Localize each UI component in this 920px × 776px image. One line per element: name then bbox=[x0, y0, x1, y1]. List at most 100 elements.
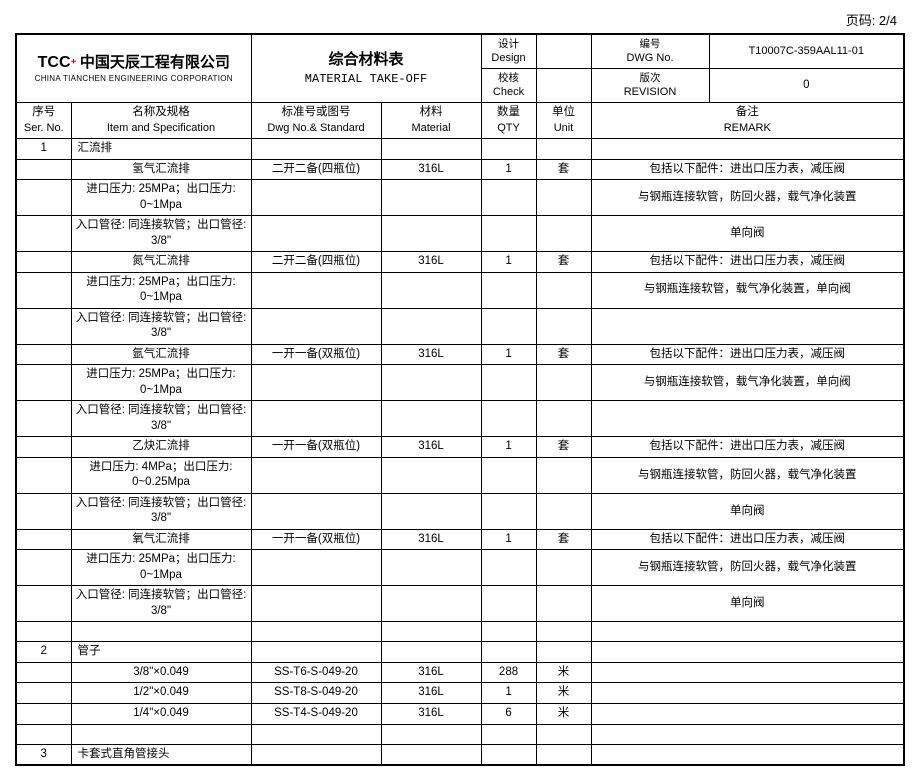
cell-qty bbox=[481, 642, 536, 663]
cell-mat: 316L bbox=[381, 437, 481, 458]
cell-unit bbox=[536, 550, 591, 586]
cell-unit bbox=[536, 401, 591, 437]
cell-rem: 包括以下配件：进出口压力表，减压阀 bbox=[591, 529, 904, 550]
table-row: 氩气汇流排一开一备(双瓶位)316L1套包括以下配件：进出口压力表，减压阀 bbox=[16, 344, 904, 365]
cell-spec: 3/8"×0.049 bbox=[71, 662, 251, 683]
cell-unit bbox=[536, 642, 591, 663]
table-row bbox=[16, 622, 904, 642]
hdr-qty: 数量QTY bbox=[481, 103, 536, 139]
cell-qty bbox=[481, 586, 536, 622]
cell-spec: 卡套式直角管接头 bbox=[71, 744, 251, 765]
cell-dwg: SS-T6-S-049-20 bbox=[251, 662, 381, 683]
design-value bbox=[536, 34, 591, 69]
column-header-row: 序号Ser. No. 名称及规格Item and Specification 标… bbox=[16, 103, 904, 139]
cell-ser bbox=[16, 683, 71, 704]
cell-spec: 进口压力: 25MPa；出口压力: 0~1Mpa bbox=[71, 365, 251, 401]
table-row: 氧气汇流排一开一备(双瓶位)316L1套包括以下配件：进出口压力表，减压阀 bbox=[16, 529, 904, 550]
cell-qty bbox=[481, 272, 536, 308]
cell-qty bbox=[481, 744, 536, 765]
cell-ser bbox=[16, 493, 71, 529]
cell-dwg bbox=[251, 457, 381, 493]
cell-dwg bbox=[251, 642, 381, 663]
cell-dwg: 二开二备(四瓶位) bbox=[251, 159, 381, 180]
design-label: 设计Design bbox=[481, 34, 536, 69]
cell-spec: 氩气汇流排 bbox=[71, 344, 251, 365]
cell-ser bbox=[16, 401, 71, 437]
cell-spec bbox=[71, 724, 251, 744]
cell-qty bbox=[481, 180, 536, 216]
cell-spec: 氢气汇流排 bbox=[71, 159, 251, 180]
cell-ser: 1 bbox=[16, 139, 71, 160]
cell-ser bbox=[16, 529, 71, 550]
cell-mat: 316L bbox=[381, 252, 481, 273]
cell-rem bbox=[591, 642, 904, 663]
cell-spec: 入口管径: 同连接软管；出口管径: 3/8" bbox=[71, 216, 251, 252]
cell-spec: 入口管径: 同连接软管；出口管径: 3/8" bbox=[71, 308, 251, 344]
cell-rem bbox=[591, 744, 904, 765]
cell-ser bbox=[16, 344, 71, 365]
cell-dwg: 一开一备(双瓶位) bbox=[251, 344, 381, 365]
table-row: 3/8"×0.049SS-T6-S-049-20316L288米 bbox=[16, 662, 904, 683]
table-row: 3卡套式直角管接头 bbox=[16, 744, 904, 765]
table-row: 进口压力: 25MPa；出口压力: 0~1Mpa与钢瓶连接软管，防回火器，载气净… bbox=[16, 550, 904, 586]
cell-qty bbox=[481, 457, 536, 493]
cell-mat: 316L bbox=[381, 662, 481, 683]
cell-rem bbox=[591, 703, 904, 724]
cell-ser bbox=[16, 586, 71, 622]
cell-qty bbox=[481, 365, 536, 401]
cell-unit: 套 bbox=[536, 437, 591, 458]
cell-mat bbox=[381, 365, 481, 401]
table-row: 入口管径: 同连接软管；出口管径: 3/8"单向阀 bbox=[16, 216, 904, 252]
cell-ser: 2 bbox=[16, 642, 71, 663]
cell-mat bbox=[381, 622, 481, 642]
cell-ser: 3 bbox=[16, 744, 71, 765]
table-row: 1汇流排 bbox=[16, 139, 904, 160]
hdr-spec: 名称及规格Item and Specification bbox=[71, 103, 251, 139]
hdr-unit: 单位Unit bbox=[536, 103, 591, 139]
cell-ser bbox=[16, 252, 71, 273]
cell-ser bbox=[16, 457, 71, 493]
cell-unit bbox=[536, 216, 591, 252]
cell-spec: 乙炔汇流排 bbox=[71, 437, 251, 458]
cell-qty bbox=[481, 401, 536, 437]
cell-rem: 与钢瓶连接软管，载气净化装置，单向阀 bbox=[591, 365, 904, 401]
cell-unit bbox=[536, 365, 591, 401]
cell-dwg bbox=[251, 308, 381, 344]
cell-unit: 套 bbox=[536, 529, 591, 550]
cell-spec: 管子 bbox=[71, 642, 251, 663]
cell-unit bbox=[536, 493, 591, 529]
cell-unit bbox=[536, 586, 591, 622]
cell-rem: 包括以下配件：进出口压力表，减压阀 bbox=[591, 437, 904, 458]
table-row: 入口管径: 同连接软管；出口管径: 3/8" bbox=[16, 308, 904, 344]
cell-rem bbox=[591, 401, 904, 437]
cell-mat: 316L bbox=[381, 159, 481, 180]
cell-mat bbox=[381, 216, 481, 252]
cell-mat bbox=[381, 401, 481, 437]
cell-mat bbox=[381, 308, 481, 344]
table-row: 氢气汇流排二开二备(四瓶位)316L1套包括以下配件：进出口压力表，减压阀 bbox=[16, 159, 904, 180]
table-row: 入口管径: 同连接软管；出口管径: 3/8"单向阀 bbox=[16, 493, 904, 529]
cell-dwg bbox=[251, 724, 381, 744]
cell-unit bbox=[536, 272, 591, 308]
cell-unit bbox=[536, 724, 591, 744]
cell-dwg bbox=[251, 272, 381, 308]
cell-rem bbox=[591, 662, 904, 683]
company-en: CHINA TIANCHEN ENGINEERING CORPORATION bbox=[21, 74, 247, 85]
cell-unit: 米 bbox=[536, 662, 591, 683]
cell-rem: 包括以下配件：进出口压力表，减压阀 bbox=[591, 159, 904, 180]
cell-dwg bbox=[251, 744, 381, 765]
cell-mat bbox=[381, 272, 481, 308]
cell-spec: 进口压力: 25MPa；出口压力: 0~1Mpa bbox=[71, 180, 251, 216]
check-value bbox=[536, 69, 591, 103]
cell-unit: 套 bbox=[536, 344, 591, 365]
cell-rem: 单向阀 bbox=[591, 586, 904, 622]
table-row: 进口压力: 25MPa；出口压力: 0~1Mpa与钢瓶连接软管，载气净化装置，单… bbox=[16, 272, 904, 308]
cell-qty: 1 bbox=[481, 437, 536, 458]
cell-ser bbox=[16, 272, 71, 308]
cell-spec: 入口管径: 同连接软管；出口管径: 3/8" bbox=[71, 586, 251, 622]
title-cn: 综合材料表 bbox=[256, 50, 477, 70]
hdr-mat: 材料Material bbox=[381, 103, 481, 139]
cell-unit bbox=[536, 180, 591, 216]
cell-dwg: 二开二备(四瓶位) bbox=[251, 252, 381, 273]
cell-dwg: 一开一备(双瓶位) bbox=[251, 529, 381, 550]
